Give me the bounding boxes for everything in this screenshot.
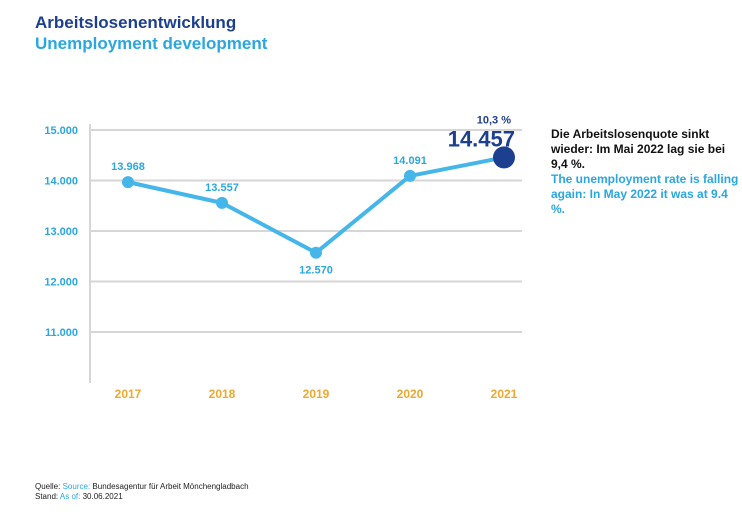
y-tick-label: 15.000 (44, 125, 78, 137)
data-point (216, 196, 228, 209)
source-footer: Quelle: Source: Bundesagentur für Arbeit… (35, 482, 249, 502)
data-point (122, 176, 134, 189)
chart-title-english: Unemployment development (35, 34, 268, 53)
chart-title-german: Arbeitslosenentwicklung (35, 13, 237, 32)
x-tick-label: 2017 (115, 387, 142, 401)
source-label-english: Source: (62, 482, 91, 491)
y-tick-label: 14.000 (44, 176, 78, 188)
x-tick-label: 2018 (209, 387, 236, 401)
x-tick-label: 2020 (397, 387, 424, 401)
asof-line: Stand: As of: 30.06.2021 (35, 492, 249, 502)
data-point (310, 246, 322, 259)
asof-value: 30.06.2021 (82, 492, 123, 501)
series-line (126, 155, 506, 255)
annotation-english: The unemployment rate is falling again: … (551, 172, 739, 216)
y-tick-label: 12.000 (44, 277, 78, 289)
asof-label-english: As of: (59, 492, 81, 501)
highlight-percent-label: 10,3 % (477, 114, 511, 126)
data-value-label: 14.091 (393, 155, 427, 167)
data-value-label: 13.968 (111, 161, 145, 173)
source-line: Quelle: Source: Bundesagentur für Arbeit… (35, 482, 249, 492)
highlight-point (493, 146, 515, 169)
data-point (404, 169, 416, 182)
x-tick-label: 2021 (491, 387, 518, 401)
y-tick-label: 11.000 (45, 327, 78, 339)
data-value-label: 13.557 (205, 182, 239, 194)
data-value-label: 12.570 (299, 265, 333, 277)
source-value: Bundesagentur für Arbeit Mönchengladbach (92, 482, 249, 491)
x-tick-label: 2019 (303, 387, 330, 401)
asof-label-german: Stand: (35, 492, 59, 501)
y-tick-label: 13.000 (44, 226, 78, 238)
highlight-value-label: 14.457 (448, 126, 515, 151)
annotation-box: Die Arbeitslosenquote sinkt wieder: Im M… (551, 127, 741, 217)
annotation-german: Die Arbeitslosenquote sinkt wieder: Im M… (551, 127, 726, 171)
source-label-german: Quelle: (35, 482, 61, 491)
